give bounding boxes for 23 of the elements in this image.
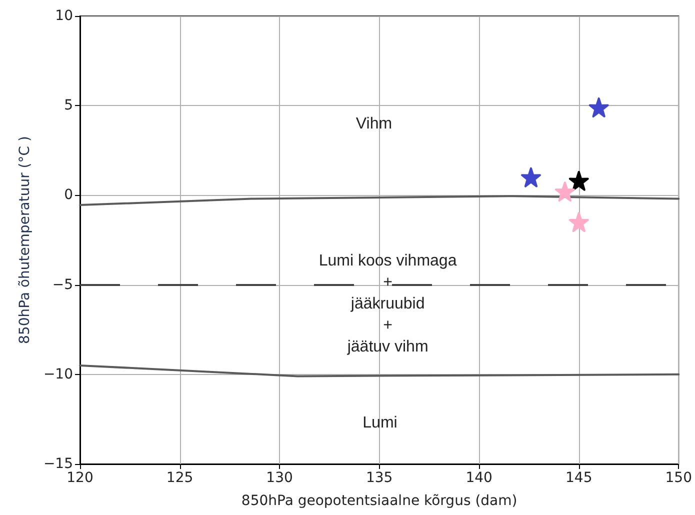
x-tick-label: 145 bbox=[566, 470, 592, 486]
y-tick-label: 5 bbox=[64, 98, 73, 114]
annotation: Vihm bbox=[356, 115, 392, 132]
x-tick-label: 135 bbox=[366, 470, 393, 486]
annotation: Lumi koos vihmaga + jääkruubid + jäätuv vihm bbox=[318, 252, 457, 356]
y-tick-label: −10 bbox=[43, 366, 73, 382]
y-axis-title: 850hPa õhutemperatuur (°C ) bbox=[17, 136, 33, 344]
y-tick-label: 0 bbox=[64, 187, 73, 204]
point bbox=[520, 167, 541, 188]
point bbox=[568, 170, 589, 191]
x-tick-label: 125 bbox=[166, 470, 194, 486]
x-tick-label: 140 bbox=[466, 470, 492, 486]
annotation: Lumi bbox=[362, 414, 398, 432]
y-tick-label: −5 bbox=[52, 276, 73, 293]
point bbox=[554, 182, 575, 202]
x-axis-title: 850hPa geopotentsiaalne kõrgus (dam) bbox=[241, 493, 518, 509]
y-tick-label: −15 bbox=[43, 456, 73, 472]
x-tick-label: 150 bbox=[665, 470, 692, 486]
x-tick-label: 130 bbox=[266, 470, 293, 486]
x-tick-label: 120 bbox=[66, 470, 94, 486]
point bbox=[588, 97, 609, 118]
point bbox=[568, 212, 589, 232]
y-tick-label: 10 bbox=[55, 8, 73, 24]
